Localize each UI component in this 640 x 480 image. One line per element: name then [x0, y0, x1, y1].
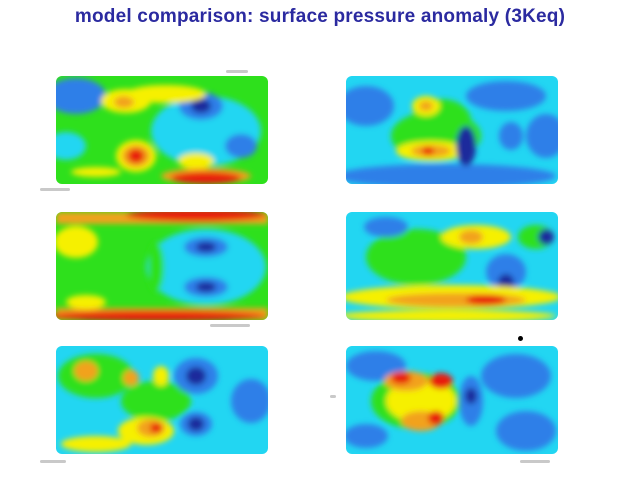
page-title: model comparison: surface pressure anoma…: [74, 6, 566, 27]
scan-speck: [40, 188, 70, 191]
scan-speck: [520, 460, 550, 463]
map-panel-3: [56, 212, 268, 320]
scan-speck: [40, 460, 66, 463]
map-panel-5: [56, 346, 268, 454]
scan-speck: [210, 324, 250, 327]
stray-dot: [518, 336, 523, 341]
scan-speck: [330, 395, 336, 398]
map-panel-2: [346, 76, 558, 184]
map-panel-6: [346, 346, 558, 454]
map-panel-1: [56, 76, 268, 184]
scan-speck: [226, 70, 248, 73]
map-panel-4: [346, 212, 558, 320]
